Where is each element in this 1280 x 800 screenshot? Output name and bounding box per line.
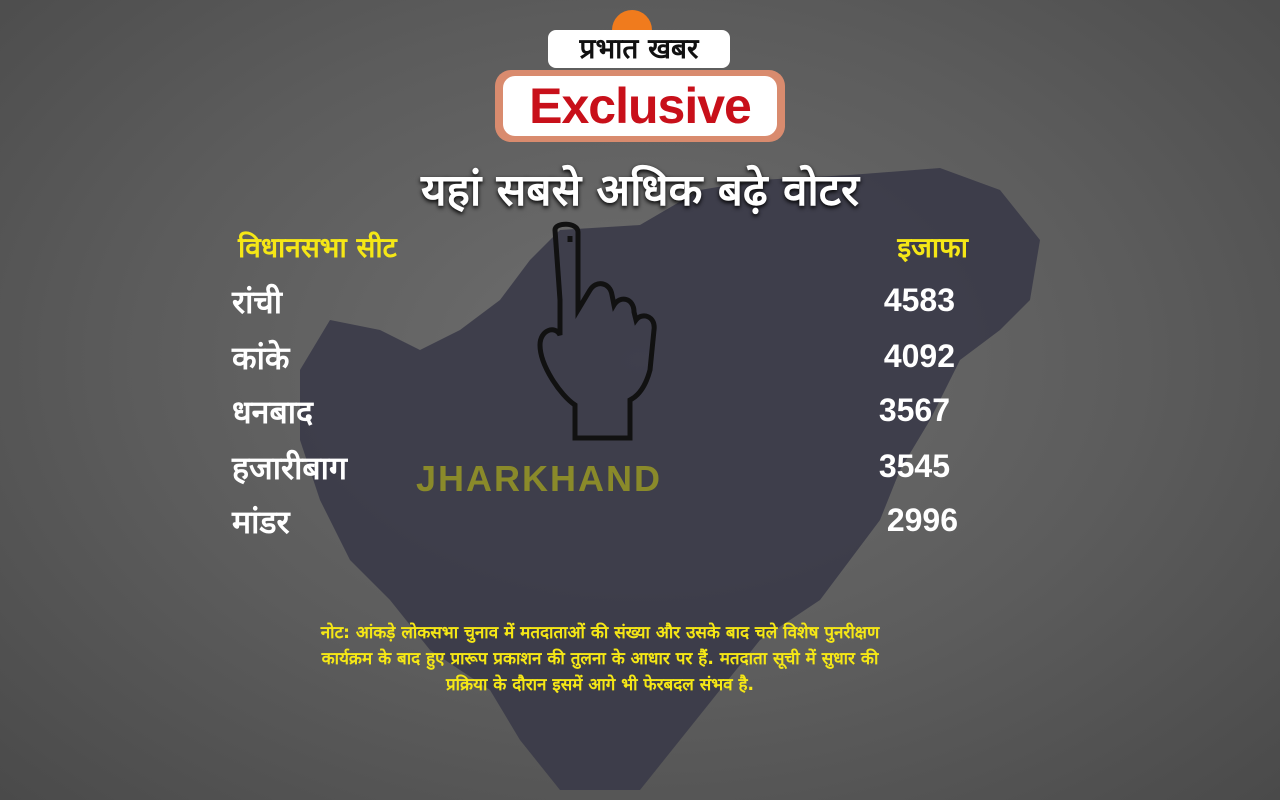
header-increase: इजाफा — [897, 231, 968, 264]
headline: यहां सबसे अधिक बढ़े वोटर — [421, 165, 859, 216]
seat-increase: 4583 — [883, 282, 955, 318]
footnote: नोट: आंकड़े लोकसभा चुनाव में मतदाताओं की… — [320, 623, 880, 695]
sun-logo-icon — [612, 10, 652, 32]
seat-name: धनबाद — [232, 393, 313, 431]
header-seat: विधानसभा सीट — [238, 231, 397, 264]
brand-logo: प्रभात खबर — [548, 30, 730, 68]
seat-increase: 4092 — [883, 338, 955, 374]
exclusive-badge: Exclusive — [503, 76, 777, 136]
seat-name: रांची — [232, 283, 282, 321]
seat-name: हजारीबाग — [232, 449, 347, 487]
seat-name: कांके — [232, 339, 290, 377]
seat-increase: 2996 — [886, 502, 958, 538]
seat-increase: 3545 — [878, 448, 950, 484]
map-label: JHARKHAND — [416, 458, 663, 499]
seat-increase: 3567 — [878, 392, 950, 428]
voting-finger-icon — [537, 221, 657, 441]
seat-name: मांडर — [232, 503, 290, 541]
